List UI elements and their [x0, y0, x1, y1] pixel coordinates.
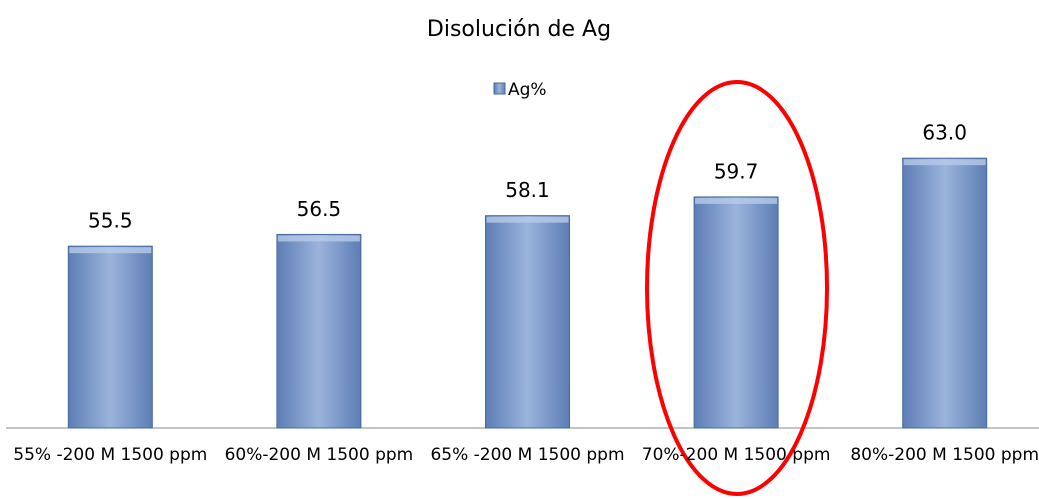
x-tick-label: 65% -200 M 1500 ppm [430, 445, 625, 465]
bar [67, 245, 153, 429]
bar-bevel [903, 159, 986, 166]
value-label: 55.5 [88, 209, 133, 233]
x-tick-label: 55% -200 M 1500 ppm [13, 445, 208, 465]
bar-bevel [695, 197, 778, 204]
x-tick-label: 80%-200 M 1500 ppm [850, 445, 1039, 465]
legend-swatch [493, 82, 506, 95]
bar-bevel [486, 216, 569, 223]
bar-bevel [69, 247, 152, 254]
chart-title: Disolución de Ag [427, 17, 611, 42]
value-label: 58.1 [505, 178, 550, 202]
legend-label: Ag% [508, 80, 547, 100]
bar [693, 196, 779, 429]
bar [276, 233, 362, 429]
value-label: 56.5 [297, 197, 342, 221]
x-tick-label: 60%-200 M 1500 ppm [224, 445, 414, 465]
highlight-ellipse [645, 80, 829, 496]
bar [902, 157, 988, 429]
value-label: 59.7 [714, 159, 759, 183]
bar-bevel [277, 235, 360, 242]
value-label: 63.0 [922, 121, 967, 145]
x-tick-label: 70%-200 M 1500 ppm [641, 445, 831, 465]
bar [485, 215, 570, 429]
